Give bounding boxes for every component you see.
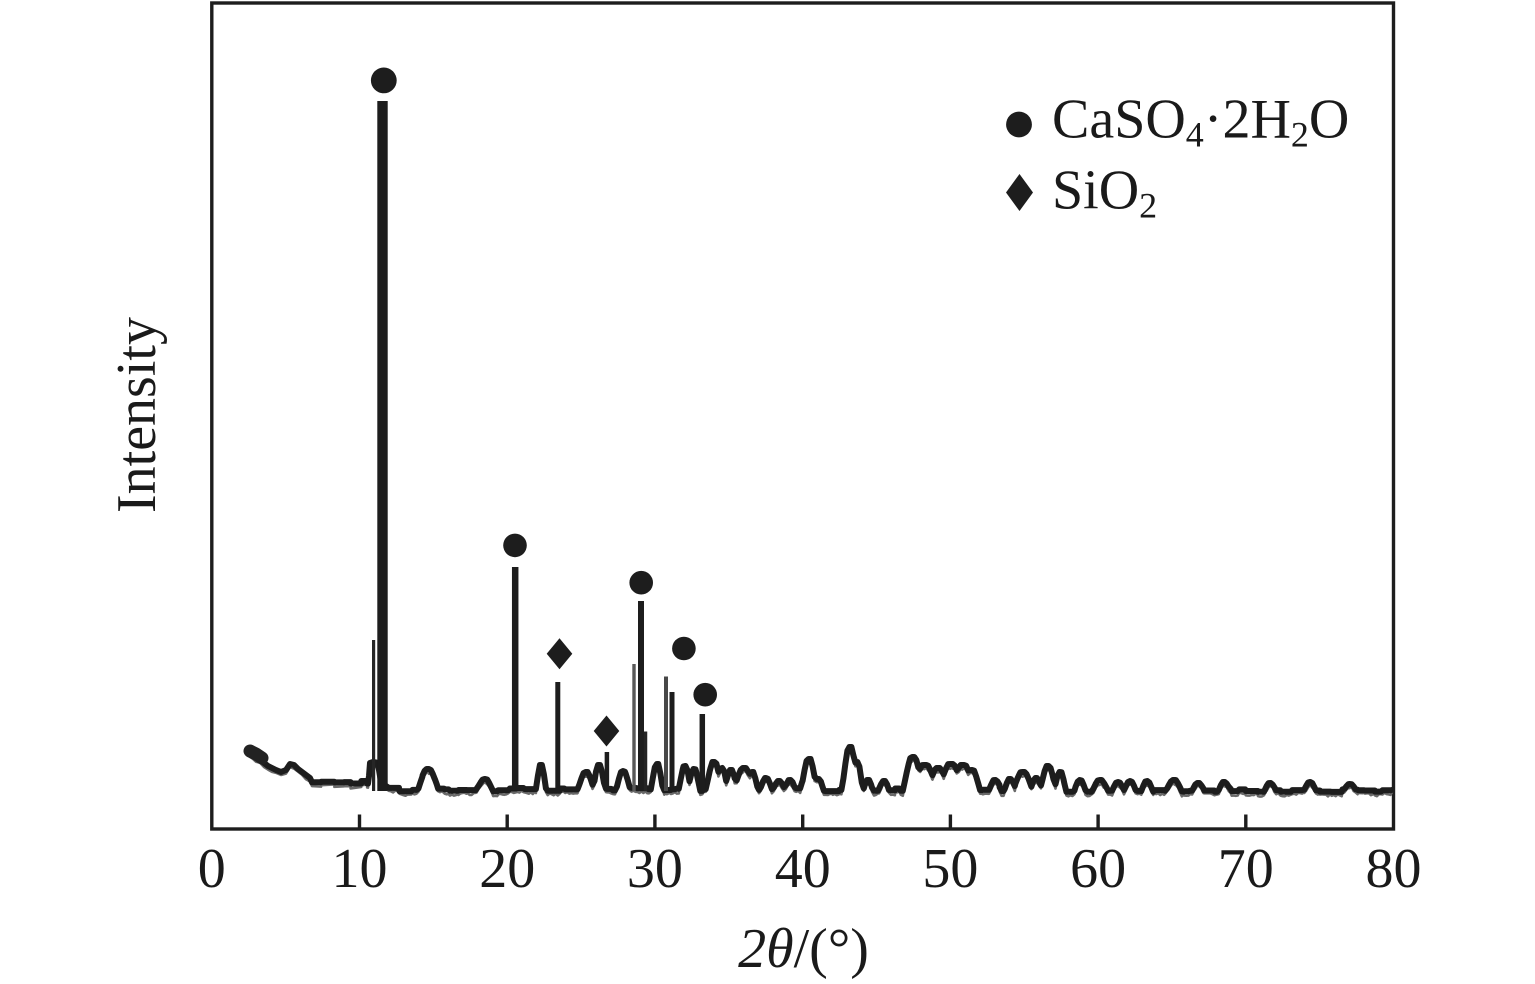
svg-text:0: 0 — [198, 838, 226, 900]
svg-text:70: 70 — [1218, 838, 1274, 900]
svg-text:30: 30 — [627, 838, 683, 900]
svg-text:60: 60 — [1070, 838, 1126, 900]
svg-text:40: 40 — [775, 838, 831, 900]
svg-text:10: 10 — [332, 838, 388, 900]
svg-text:20: 20 — [479, 838, 535, 900]
svg-text:Intensity: Intensity — [106, 317, 168, 513]
svg-text:80: 80 — [1366, 838, 1422, 900]
svg-text:50: 50 — [922, 838, 978, 900]
svg-text:2θ/(°): 2θ/(°) — [738, 918, 869, 980]
